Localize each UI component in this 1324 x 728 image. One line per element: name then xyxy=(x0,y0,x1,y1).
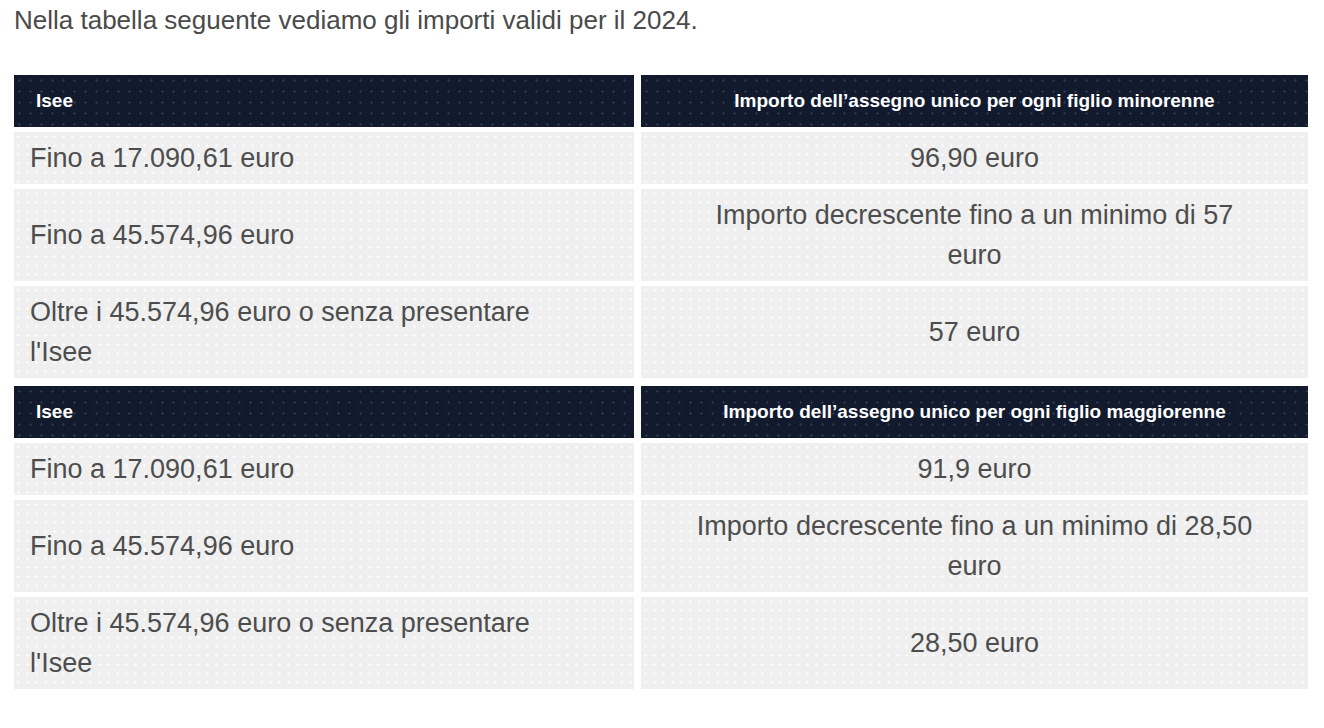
table-cell-importo: Importo decrescente fino a un minimo di … xyxy=(641,500,1308,592)
table-cell-importo: Importo decrescente fino a un minimo di … xyxy=(641,189,1308,281)
table-assegno-unico-maggiorenne: Isee Importo dell’assegno unico per ogni… xyxy=(14,386,1308,689)
table-cell-importo: 57 euro xyxy=(641,286,1308,378)
table-cell-isee-range: Fino a 17.090,61 euro xyxy=(14,132,634,184)
table-cell-isee-range: Fino a 45.574,96 euro xyxy=(14,500,634,592)
table-cell-isee-range: Fino a 45.574,96 euro xyxy=(14,189,634,281)
intro-text: Nella tabella seguente vediamo gli impor… xyxy=(14,3,1308,37)
table-assegno-unico-minorenne: Isee Importo dell’assegno unico per ogni… xyxy=(14,75,1308,378)
column-header-isee: Isee xyxy=(14,75,634,127)
column-header-importo-minorenne: Importo dell’assegno unico per ogni figl… xyxy=(641,75,1308,127)
table-cell-isee-range: Fino a 17.090,61 euro xyxy=(14,443,634,495)
column-header-importo-maggiorenne: Importo dell’assegno unico per ogni figl… xyxy=(641,386,1308,438)
table-cell-importo: 91,9 euro xyxy=(641,443,1308,495)
table-cell-isee-range: Oltre i 45.574,96 euro o senza presentar… xyxy=(14,597,634,689)
column-header-isee: Isee xyxy=(14,386,634,438)
table-cell-importo: 96,90 euro xyxy=(641,132,1308,184)
article-page: Nella tabella seguente vediamo gli impor… xyxy=(0,0,1324,728)
table-cell-importo: 28,50 euro xyxy=(641,597,1308,689)
table-cell-isee-range: Oltre i 45.574,96 euro o senza presentar… xyxy=(14,286,634,378)
